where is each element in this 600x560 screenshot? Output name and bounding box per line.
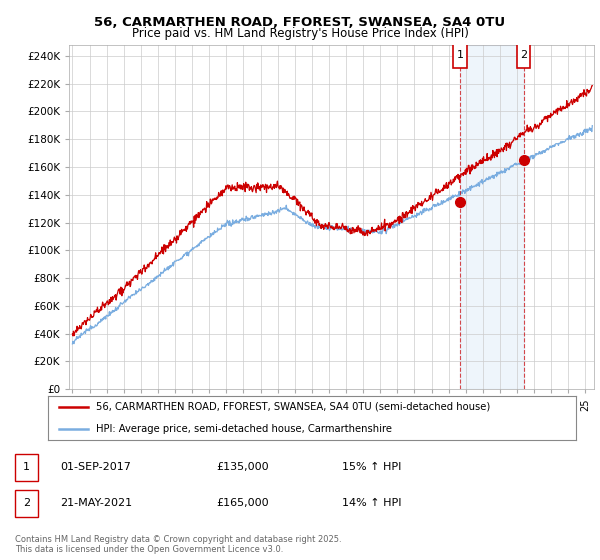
- Text: £165,000: £165,000: [216, 498, 269, 508]
- Text: HPI: Average price, semi-detached house, Carmarthenshire: HPI: Average price, semi-detached house,…: [95, 424, 392, 433]
- FancyBboxPatch shape: [15, 454, 38, 480]
- Text: 21-MAY-2021: 21-MAY-2021: [60, 498, 132, 508]
- Text: 14% ↑ HPI: 14% ↑ HPI: [342, 498, 401, 508]
- FancyBboxPatch shape: [453, 43, 467, 68]
- Text: 2: 2: [520, 50, 527, 60]
- Text: 2: 2: [23, 498, 30, 508]
- Text: 56, CARMARTHEN ROAD, FFOREST, SWANSEA, SA4 0TU: 56, CARMARTHEN ROAD, FFOREST, SWANSEA, S…: [94, 16, 506, 29]
- Text: 1: 1: [457, 50, 464, 60]
- Text: Price paid vs. HM Land Registry's House Price Index (HPI): Price paid vs. HM Land Registry's House …: [131, 27, 469, 40]
- Text: 56, CARMARTHEN ROAD, FFOREST, SWANSEA, SA4 0TU (semi-detached house): 56, CARMARTHEN ROAD, FFOREST, SWANSEA, S…: [95, 402, 490, 412]
- Bar: [460, 45, 524, 389]
- Text: 01-SEP-2017: 01-SEP-2017: [60, 463, 131, 472]
- FancyBboxPatch shape: [15, 490, 38, 517]
- Text: 15% ↑ HPI: 15% ↑ HPI: [342, 463, 401, 472]
- Text: Contains HM Land Registry data © Crown copyright and database right 2025.
This d: Contains HM Land Registry data © Crown c…: [15, 535, 341, 554]
- Text: £135,000: £135,000: [216, 463, 269, 472]
- Text: 1: 1: [23, 463, 30, 472]
- FancyBboxPatch shape: [517, 43, 530, 68]
